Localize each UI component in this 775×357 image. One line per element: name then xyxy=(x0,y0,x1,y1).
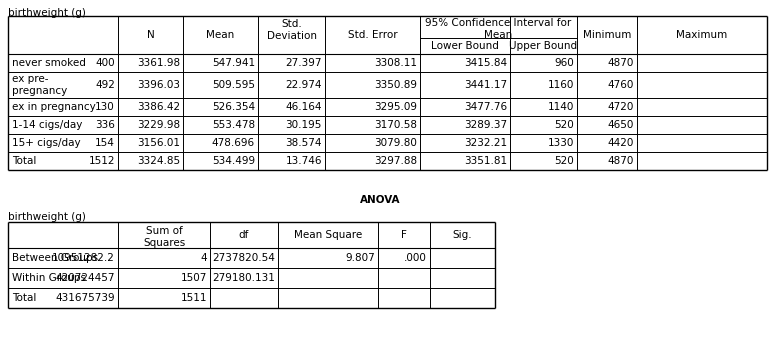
Text: Std.
Deviation: Std. Deviation xyxy=(267,19,316,41)
Text: 520: 520 xyxy=(554,156,574,166)
Text: 3295.09: 3295.09 xyxy=(374,102,417,112)
Text: 547.941: 547.941 xyxy=(212,58,255,68)
Text: Mean Square: Mean Square xyxy=(294,230,362,240)
Text: 3229.98: 3229.98 xyxy=(137,120,180,130)
Text: 960: 960 xyxy=(554,58,574,68)
Text: 27.397: 27.397 xyxy=(285,58,322,68)
Text: 534.499: 534.499 xyxy=(212,156,255,166)
Text: 3441.17: 3441.17 xyxy=(464,80,507,90)
Text: Lower Bound: Lower Bound xyxy=(431,41,499,51)
Text: 3289.37: 3289.37 xyxy=(464,120,507,130)
Text: 154: 154 xyxy=(95,138,115,148)
Text: 492: 492 xyxy=(95,80,115,90)
Text: 553.478: 553.478 xyxy=(212,120,255,130)
Text: 13.746: 13.746 xyxy=(285,156,322,166)
Text: .000: .000 xyxy=(404,253,427,263)
Text: 279180.131: 279180.131 xyxy=(212,273,275,283)
Text: 1-14 cigs/day: 1-14 cigs/day xyxy=(12,120,82,130)
Text: 4870: 4870 xyxy=(608,58,634,68)
Text: 95% Confidence Interval for
Mean: 95% Confidence Interval for Mean xyxy=(425,18,572,40)
Text: 400: 400 xyxy=(95,58,115,68)
Text: 3361.98: 3361.98 xyxy=(137,58,180,68)
Text: 3350.89: 3350.89 xyxy=(374,80,417,90)
Text: 22.974: 22.974 xyxy=(285,80,322,90)
Text: 3351.81: 3351.81 xyxy=(464,156,507,166)
Text: Minimum: Minimum xyxy=(583,30,631,40)
Text: 420724457: 420724457 xyxy=(56,273,115,283)
Text: 38.574: 38.574 xyxy=(285,138,322,148)
Text: 431675739: 431675739 xyxy=(55,293,115,303)
Text: 3308.11: 3308.11 xyxy=(374,58,417,68)
Text: 1160: 1160 xyxy=(548,80,574,90)
Text: df: df xyxy=(239,230,250,240)
Text: 1507: 1507 xyxy=(181,273,207,283)
Text: 4720: 4720 xyxy=(608,102,634,112)
Text: 9.807: 9.807 xyxy=(345,253,375,263)
Text: Sum of
Squares: Sum of Squares xyxy=(143,226,185,248)
Text: N: N xyxy=(146,30,154,40)
Text: Between Groups: Between Groups xyxy=(12,253,98,263)
Text: Sig.: Sig. xyxy=(453,230,472,240)
Text: birthweight (g): birthweight (g) xyxy=(8,212,86,222)
Text: Mean: Mean xyxy=(206,30,235,40)
Text: 478.696: 478.696 xyxy=(212,138,255,148)
Text: ex pre-
pregnancy: ex pre- pregnancy xyxy=(12,74,67,96)
Text: 3170.58: 3170.58 xyxy=(374,120,417,130)
Text: 3079.80: 3079.80 xyxy=(374,138,417,148)
Text: 520: 520 xyxy=(554,120,574,130)
Text: 30.195: 30.195 xyxy=(286,120,322,130)
Text: 2737820.54: 2737820.54 xyxy=(212,253,275,263)
Text: 4420: 4420 xyxy=(608,138,634,148)
Text: Total: Total xyxy=(12,156,36,166)
Text: 15+ cigs/day: 15+ cigs/day xyxy=(12,138,81,148)
Text: Maximum: Maximum xyxy=(677,30,728,40)
Text: 4: 4 xyxy=(201,253,207,263)
Text: Std. Error: Std. Error xyxy=(348,30,398,40)
Text: 10951282.2: 10951282.2 xyxy=(52,253,115,263)
Text: 130: 130 xyxy=(95,102,115,112)
Text: 3386.42: 3386.42 xyxy=(137,102,180,112)
Text: 3415.84: 3415.84 xyxy=(464,58,507,68)
Text: F: F xyxy=(401,230,407,240)
Text: 1140: 1140 xyxy=(548,102,574,112)
Text: 3156.01: 3156.01 xyxy=(137,138,180,148)
Text: 4650: 4650 xyxy=(608,120,634,130)
Text: 1512: 1512 xyxy=(88,156,115,166)
Text: 3232.21: 3232.21 xyxy=(464,138,507,148)
Text: 3324.85: 3324.85 xyxy=(137,156,180,166)
Text: 3297.88: 3297.88 xyxy=(374,156,417,166)
Text: 336: 336 xyxy=(95,120,115,130)
Text: 1511: 1511 xyxy=(181,293,207,303)
Text: birthweight (g): birthweight (g) xyxy=(8,8,86,18)
Text: ANOVA: ANOVA xyxy=(360,195,400,205)
Text: ex in pregnancy: ex in pregnancy xyxy=(12,102,96,112)
Text: 4760: 4760 xyxy=(608,80,634,90)
Text: Total: Total xyxy=(12,293,36,303)
Text: 1330: 1330 xyxy=(548,138,574,148)
Text: Upper Bound: Upper Bound xyxy=(509,41,577,51)
Text: 509.595: 509.595 xyxy=(212,80,255,90)
Text: 3396.03: 3396.03 xyxy=(137,80,180,90)
Text: never smoked: never smoked xyxy=(12,58,86,68)
Text: 46.164: 46.164 xyxy=(285,102,322,112)
Text: Within Groups: Within Groups xyxy=(12,273,86,283)
Text: 3477.76: 3477.76 xyxy=(464,102,507,112)
Text: 526.354: 526.354 xyxy=(212,102,255,112)
Text: 4870: 4870 xyxy=(608,156,634,166)
